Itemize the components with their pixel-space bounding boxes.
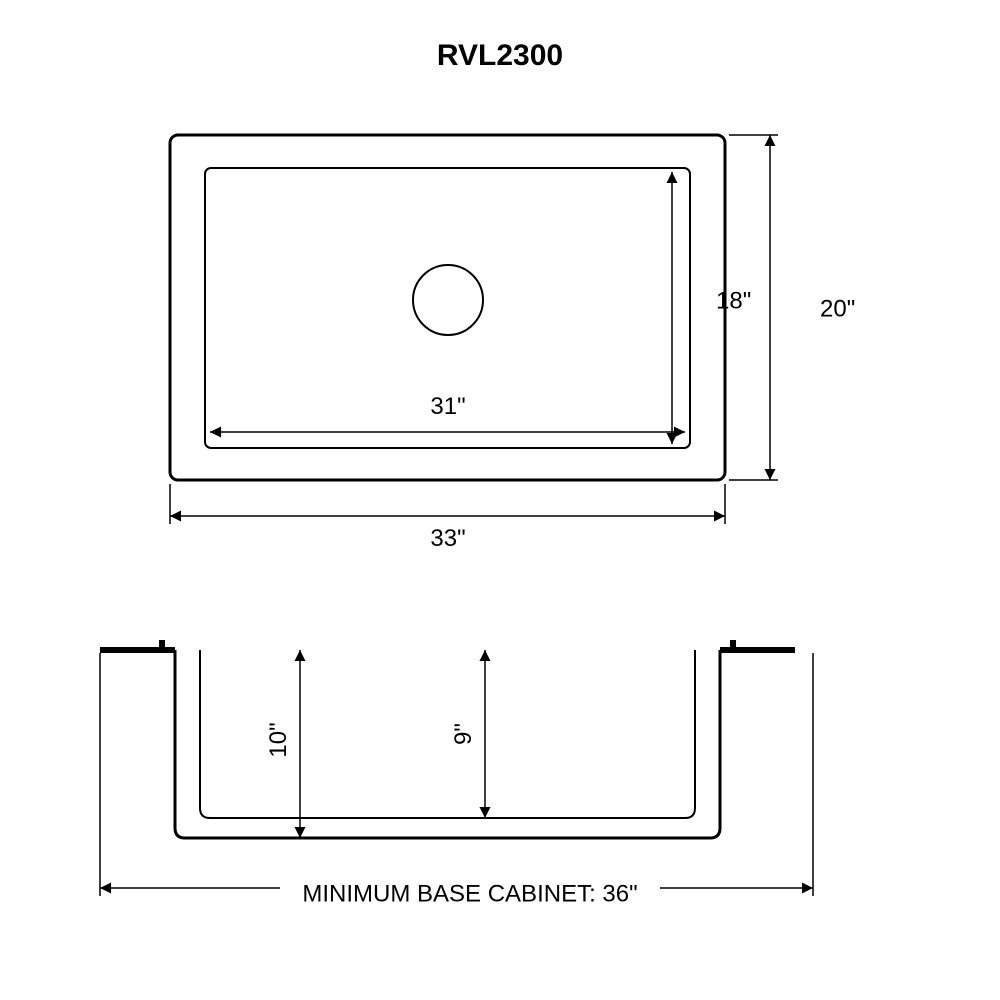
arrow-head	[765, 469, 776, 480]
arrow-head	[802, 883, 813, 894]
arrow-head	[667, 433, 678, 444]
sink-top-outer	[170, 135, 725, 480]
label-depth-inner: 9"	[450, 723, 477, 745]
arrow-head	[295, 650, 306, 661]
label-outer-width: 33"	[430, 525, 465, 552]
label-outer-height: 20"	[820, 295, 855, 322]
sink-front-outer	[175, 650, 720, 838]
drain-circle	[413, 265, 483, 335]
arrow-head	[667, 172, 678, 183]
arrow-head	[480, 807, 491, 818]
arrow-head	[765, 135, 776, 146]
arrow-head	[170, 511, 181, 522]
footer-label: MINIMUM BASE CABINET: 36"	[302, 880, 637, 907]
label-depth-outer: 10"	[265, 722, 292, 757]
label-inner-height: 18"	[716, 287, 751, 314]
arrow-head	[100, 883, 111, 894]
label-inner-width: 31"	[430, 393, 465, 420]
title: RVL2300	[437, 39, 563, 72]
arrow-head	[295, 827, 306, 838]
arrow-head	[480, 650, 491, 661]
arrow-head	[210, 427, 221, 438]
arrow-head	[714, 511, 725, 522]
